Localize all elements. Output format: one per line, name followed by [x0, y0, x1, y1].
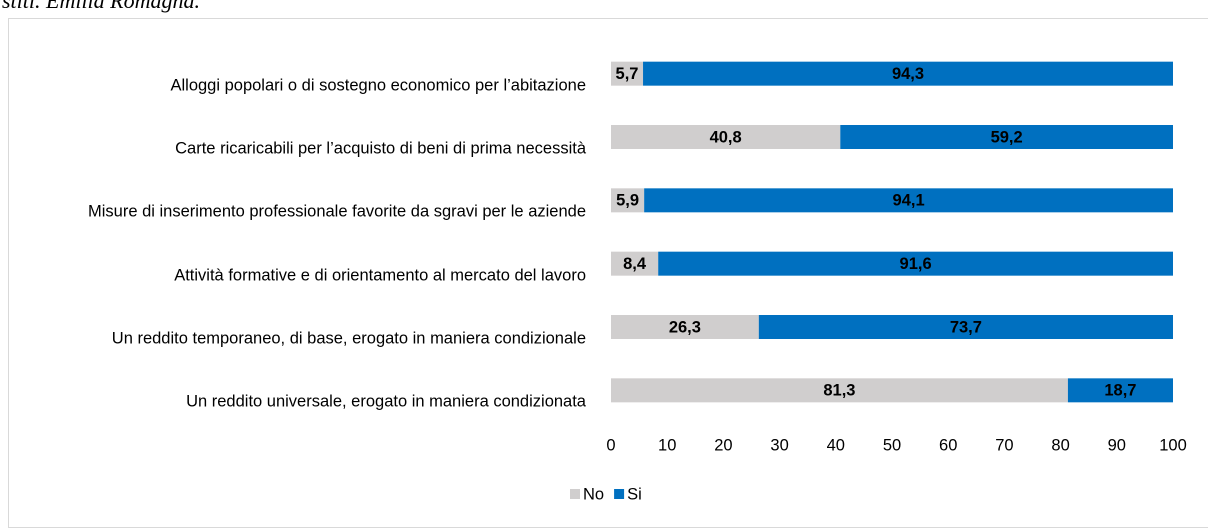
x-tick-label: 80	[1051, 436, 1069, 454]
category-label-box: Un reddito temporaneo, di base, erogato …	[6, 327, 586, 352]
data-label: 73,7	[950, 318, 982, 336]
data-label: 94,1	[893, 192, 925, 210]
legend-label: No	[583, 485, 604, 503]
bar-segment	[840, 125, 1173, 149]
y-tick-label: Misure di inserimento professionale favo…	[87, 202, 586, 221]
data-label: 8,4	[623, 255, 647, 273]
y-tick-label: Carte ricaricabili per l’acquisto di ben…	[175, 139, 586, 158]
bar-segment	[611, 125, 841, 149]
bar-segment	[611, 61, 644, 86]
x-tick-label: 20	[714, 436, 732, 454]
bar-segment	[611, 378, 1068, 403]
data-label: 59,2	[991, 128, 1023, 146]
y-tick-label: Attività formative e di orientamento al …	[174, 266, 586, 285]
data-label: 94,3	[892, 65, 924, 83]
legend-label: Si	[627, 485, 642, 503]
category-label-box: Misure di inserimento professionale favo…	[6, 200, 586, 225]
caption: stiti. Emilia Romagna.	[2, 0, 200, 13]
x-tick-label: 60	[939, 436, 957, 454]
data-label: 81,3	[823, 382, 855, 400]
category-label-box: Alloggi popolari o di sostegno economico…	[6, 73, 586, 98]
bar-segment	[611, 188, 645, 213]
x-tick-label: 0	[606, 436, 615, 454]
legend-swatch	[614, 489, 625, 499]
category-label-box: Attività formative e di orientamento al …	[6, 263, 586, 288]
y-tick-label: Alloggi popolari o di sostegno economico…	[170, 76, 586, 95]
bar-segment	[643, 61, 1173, 86]
x-tick-label: 50	[883, 436, 901, 454]
x-tick-label: 30	[770, 436, 788, 454]
x-tick-label: 10	[658, 436, 676, 454]
y-tick-label: Un reddito temporaneo, di base, erogato …	[111, 329, 586, 348]
category-label-box: Un reddito universale, erogato in manier…	[6, 390, 586, 415]
x-tick-label: 100	[1159, 436, 1187, 454]
category-label-box: Carte ricaricabili per l’acquisto di ben…	[6, 137, 586, 162]
bar-segment	[611, 251, 659, 276]
data-label: 91,6	[900, 255, 932, 273]
data-label: 5,9	[616, 192, 639, 210]
bar-segment	[611, 315, 759, 339]
bar-segment	[644, 188, 1173, 213]
bar-segment	[758, 315, 1173, 339]
x-tick-label: 40	[827, 436, 845, 454]
x-tick-label: 70	[995, 436, 1013, 454]
bar-segment	[658, 251, 1173, 276]
data-label: 26,3	[669, 318, 701, 336]
data-label: 40,8	[710, 128, 742, 146]
y-tick-label: Un reddito universale, erogato in manier…	[186, 392, 586, 411]
legend-swatch	[570, 489, 580, 499]
bar-segment	[1067, 378, 1173, 403]
data-label: 18,7	[1104, 382, 1136, 400]
x-tick-label: 90	[1108, 436, 1126, 454]
data-label: 5,7	[616, 65, 639, 83]
